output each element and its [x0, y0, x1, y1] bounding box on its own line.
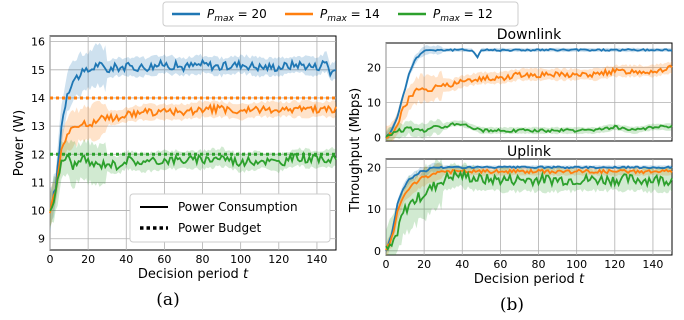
uplink-x-tick-label: 0 [383, 258, 390, 271]
uplink-series-lines [385, 165, 673, 252]
power-y-tick-label: 15 [31, 64, 45, 77]
uplink-x-tick-label: 40 [455, 258, 469, 271]
power-y-tick-label: 16 [31, 36, 45, 49]
downlink-line-p14 [385, 64, 673, 139]
downlink-grid [385, 43, 672, 141]
power-line-p14 [49, 102, 337, 214]
power-y-tick-label: 14 [31, 92, 45, 105]
uplink-tick-labels: 0 20 40 60 80 100 120 140 0 10 20 [367, 161, 663, 271]
uplink-x-tick-label: 100 [566, 258, 587, 271]
caption-a: (a) [156, 290, 179, 310]
downlink-y-tick-label: 20 [367, 62, 381, 75]
power-y-tick-label: 12 [31, 148, 45, 161]
power-band-p20 [50, 42, 336, 234]
legend-label-p12: Pmax = 12 [433, 7, 493, 24]
legend-label-p20: Pmax = 20 [207, 7, 267, 24]
downlink-series-lines [385, 48, 673, 139]
downlink-y-tick-label: 10 [367, 97, 381, 110]
legend-label-p14: Pmax = 14 [320, 7, 380, 24]
downlink-plot-area [385, 42, 673, 142]
throughput-y-axis-label: Throughput (Mbps) [348, 88, 363, 213]
downlink-tick-labels: 0 10 20 [367, 62, 381, 145]
power-x-tick-label: 120 [268, 253, 289, 266]
uplink-y-tick-label: 0 [374, 245, 381, 258]
power-x-axis-label: Decision period t [138, 267, 249, 282]
uplink-line-p14 [385, 168, 673, 251]
uplink-title: Uplink [507, 144, 552, 160]
downlink-band-p14 [386, 61, 672, 141]
downlink-title: Downlink [497, 27, 562, 43]
power-tick-labels: 0 20 40 60 80 100 120 140 9 10 11 12 13 14 15 16 [31, 36, 327, 266]
power-x-tick-label: 140 [306, 253, 327, 266]
power-x-tick-label: 100 [230, 253, 251, 266]
power-y-tick-label: 9 [38, 233, 45, 246]
power-inner-legend-frame [129, 193, 331, 243]
uplink-x-tick-label: 80 [532, 258, 546, 271]
power-consumption-label: Power Consumption [178, 200, 298, 214]
legend-frame [162, 1, 519, 27]
power-x-tick-label: 40 [119, 253, 133, 266]
power-line-p20 [49, 58, 337, 208]
uplink-band-p20 [386, 162, 672, 255]
uplink-band-p12 [386, 159, 672, 255]
uplink-y-tick-label: 10 [367, 203, 381, 216]
downlink-line-p20 [385, 48, 673, 139]
power-y-axis-label: Power (W) [12, 110, 27, 176]
uplink-x-tick-label: 120 [604, 258, 625, 271]
power-band-p12 [50, 138, 336, 228]
caption-b: (b) [500, 295, 524, 315]
power-x-tick-label: 60 [157, 253, 171, 266]
power-band-p14 [50, 99, 336, 228]
power-x-tick-label: 0 [47, 253, 54, 266]
downlink-chart: 0 10 20 Downlink [367, 27, 673, 145]
uplink-x-tick-label: 20 [417, 258, 431, 271]
uplink-x-axis-label: Decision period t [474, 272, 585, 287]
power-inner-legend: Power Consumption Power Budget [129, 193, 331, 243]
power-line-p12 [49, 150, 337, 212]
power-y-tick-label: 11 [31, 176, 45, 189]
power-bands [50, 42, 336, 234]
legend: Pmax = 20 Pmax = 14 Pmax = 12 [162, 1, 519, 27]
uplink-line-p12 [385, 168, 673, 252]
power-series-lines [49, 58, 337, 214]
uplink-y-tick-label: 20 [367, 161, 381, 174]
power-x-tick-label: 20 [81, 253, 95, 266]
downlink-line-p12 [385, 122, 673, 138]
uplink-x-tick-label: 140 [642, 258, 663, 271]
power-x-tick-label: 80 [196, 253, 210, 266]
power-budget-label: Power Budget [178, 221, 262, 235]
uplink-x-tick-label: 60 [493, 258, 507, 271]
power-y-tick-label: 13 [31, 120, 45, 133]
downlink-y-tick-label: 0 [374, 132, 381, 145]
uplink-line-p20 [385, 165, 673, 252]
power-y-tick-label: 10 [31, 205, 45, 218]
power-chart: 0 20 40 60 80 100 120 140 9 10 11 12 13 14 15 16 Power … [12, 35, 337, 310]
